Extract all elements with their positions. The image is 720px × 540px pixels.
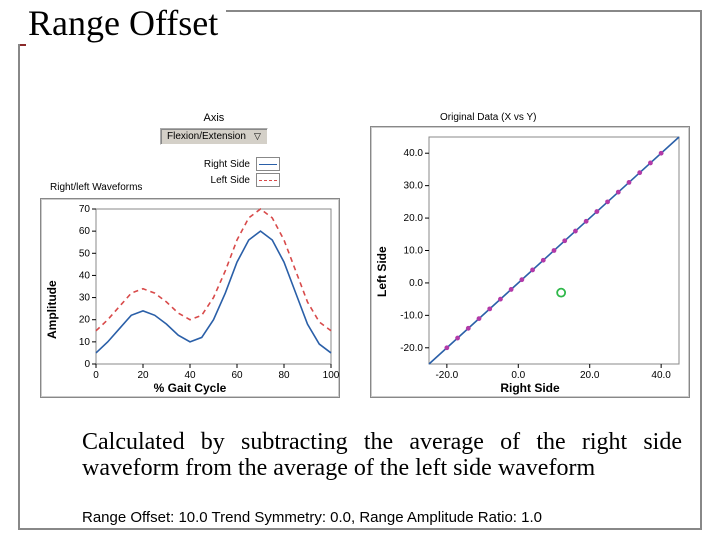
svg-text:30.0: 30.0 <box>404 181 424 192</box>
scatter-svg: -20.0 -10.0 0.0 10.0 20.0 30.0 40.0 -20.0 0.0 20.… <box>371 127 691 399</box>
svg-text:80: 80 <box>278 370 290 381</box>
title-region: Range Offset <box>18 2 226 44</box>
footer-metrics: Range Offset: 10.0 Trend Symmetry: 0.0, … <box>82 509 542 526</box>
svg-text:20: 20 <box>79 315 91 326</box>
svg-text:-20.0: -20.0 <box>400 343 423 354</box>
waveform-plot: Amplitude 010203040506070020406080100 % … <box>40 198 340 398</box>
legend-label-left: Left Side <box>190 175 250 186</box>
svg-text:10.0: 10.0 <box>404 246 424 257</box>
svg-text:60: 60 <box>79 226 91 237</box>
svg-text:0.0: 0.0 <box>409 278 423 289</box>
svg-text:20.0: 20.0 <box>404 213 424 224</box>
waveform-svg: 0 10 20 30 40 50 60 70 0 20 40 60 80 100 <box>41 199 341 399</box>
legend: Right Side Left Side <box>190 157 280 189</box>
svg-text:40.0: 40.0 <box>651 370 671 381</box>
legend-line-right <box>259 164 277 165</box>
legend-swatch-left <box>256 173 280 187</box>
svg-text:60: 60 <box>231 370 243 381</box>
axis-dropdown-value: Flexion/Extension <box>167 131 246 142</box>
svg-text:0: 0 <box>84 359 90 370</box>
svg-text:-10.0: -10.0 <box>400 310 423 321</box>
svg-text:20: 20 <box>137 370 149 381</box>
slide-frame: Range Offset Axis Flexion/Extension ▽ Ri… <box>18 10 702 530</box>
legend-item-right: Right Side <box>190 157 280 171</box>
svg-text:40: 40 <box>79 270 91 281</box>
legend-item-left: Left Side <box>190 173 280 187</box>
svg-text:30: 30 <box>79 293 91 304</box>
axis-control: Axis Flexion/Extension ▽ <box>160 112 268 145</box>
waveform-panel-title: Right/left Waveforms <box>50 182 142 193</box>
svg-text:0.0: 0.0 <box>511 370 525 381</box>
page-title: Range Offset <box>28 3 218 43</box>
axis-dropdown[interactable]: Flexion/Extension ▽ <box>160 128 268 145</box>
legend-swatch-right <box>256 157 280 171</box>
svg-text:100: 100 <box>323 370 340 381</box>
description-text: Calculated by subtracting the average of… <box>82 430 682 482</box>
svg-text:20.0: 20.0 <box>580 370 600 381</box>
scatter-panel-title: Original Data (X vs Y) <box>440 112 537 123</box>
legend-line-left <box>259 180 277 181</box>
svg-text:50: 50 <box>79 248 91 259</box>
svg-text:40.0: 40.0 <box>404 148 424 159</box>
axis-label: Axis <box>160 112 268 124</box>
scatter-xlabel: Right Side <box>371 381 689 395</box>
svg-text:10: 10 <box>79 337 91 348</box>
svg-text:70: 70 <box>79 204 91 215</box>
svg-text:0: 0 <box>93 370 99 381</box>
scatter-plot: Left Side -20.0-10.00.010.020.030.040.0-… <box>370 126 690 398</box>
svg-text:40: 40 <box>184 370 196 381</box>
svg-text:-20.0: -20.0 <box>435 370 458 381</box>
waveform-xlabel: % Gait Cycle <box>41 381 339 395</box>
legend-label-right: Right Side <box>190 159 250 170</box>
chevron-down-icon: ▽ <box>254 131 261 142</box>
